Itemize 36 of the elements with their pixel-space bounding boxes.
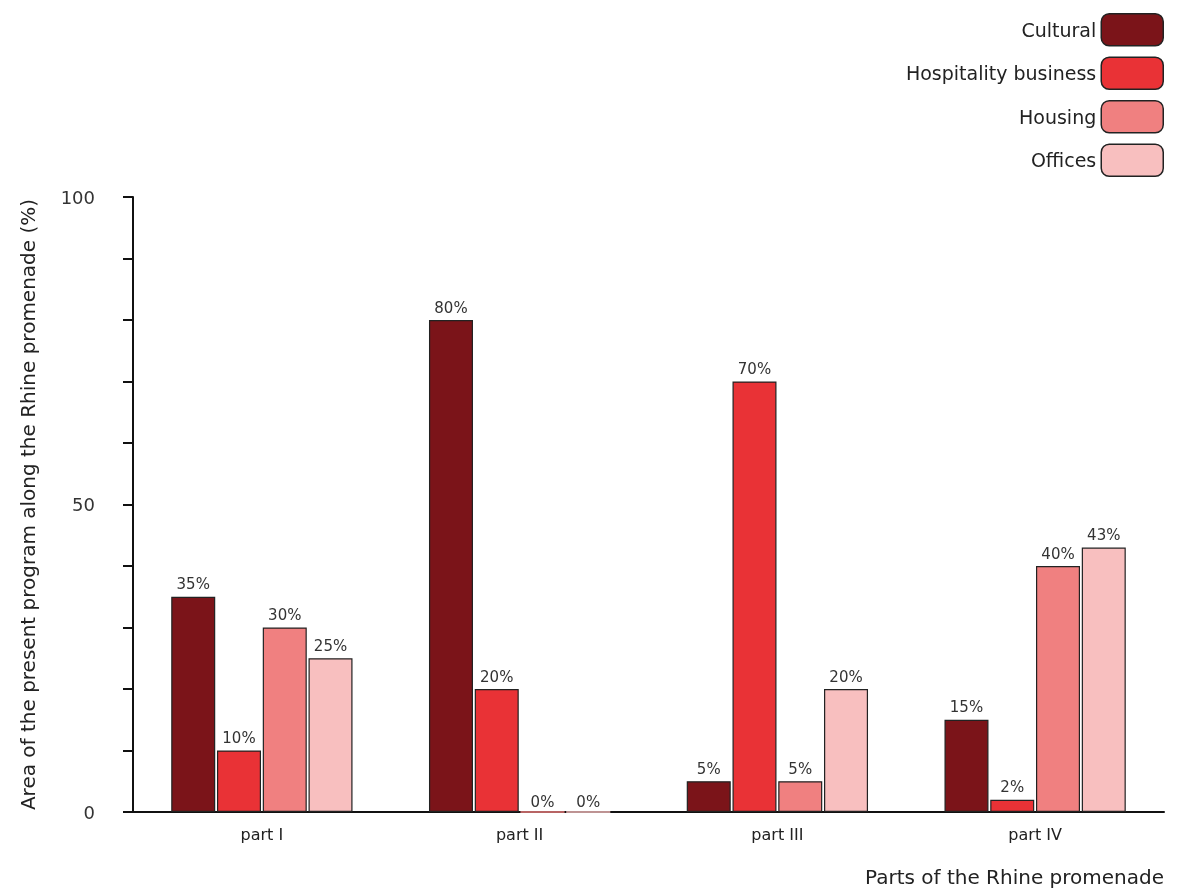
data-label: 25% <box>313 636 348 655</box>
bar <box>171 596 216 812</box>
data-label: 5% <box>788 759 813 778</box>
bar <box>824 689 869 812</box>
data-label: 0% <box>530 793 555 811</box>
data-label: 10% <box>222 729 256 747</box>
bar <box>1036 566 1081 812</box>
bar <box>216 750 261 812</box>
bar <box>474 689 519 812</box>
y-tick-label: 100 <box>60 186 95 208</box>
data-label: 0% <box>576 793 601 811</box>
x-tick-label: part III <box>751 824 804 844</box>
x-axis-title: Parts of the Rhine promenade <box>865 865 1164 889</box>
data-label: 2% <box>1000 778 1025 797</box>
data-label: 80% <box>434 298 468 317</box>
y-tick-label: 0 <box>83 801 95 823</box>
data-label: 20% <box>480 667 514 686</box>
data-label: 40% <box>1041 544 1075 563</box>
data-label: 20% <box>829 667 863 686</box>
bar <box>1081 547 1126 812</box>
x-tick-label: part IV <box>1008 824 1062 844</box>
data-label: 5% <box>696 759 721 778</box>
y-axis-title: Area of the present program along the Rhine promenade (%) <box>16 198 40 811</box>
legend-label: Housing <box>1019 105 1097 128</box>
legend-label: Offices <box>1030 149 1097 172</box>
bar <box>428 320 473 812</box>
x-tick-label: part I <box>240 824 284 844</box>
data-label: 30% <box>268 606 302 624</box>
data-label: 15% <box>949 698 984 717</box>
x-tick-label: part II <box>495 824 544 844</box>
data-label: 70% <box>737 360 772 378</box>
data-label: 35% <box>176 575 210 594</box>
legend-label: Hospitality business <box>905 62 1097 85</box>
legend-label: Cultural <box>1021 18 1097 41</box>
data-label: 43% <box>1087 526 1121 545</box>
y-tick-label: 50 <box>72 494 95 515</box>
